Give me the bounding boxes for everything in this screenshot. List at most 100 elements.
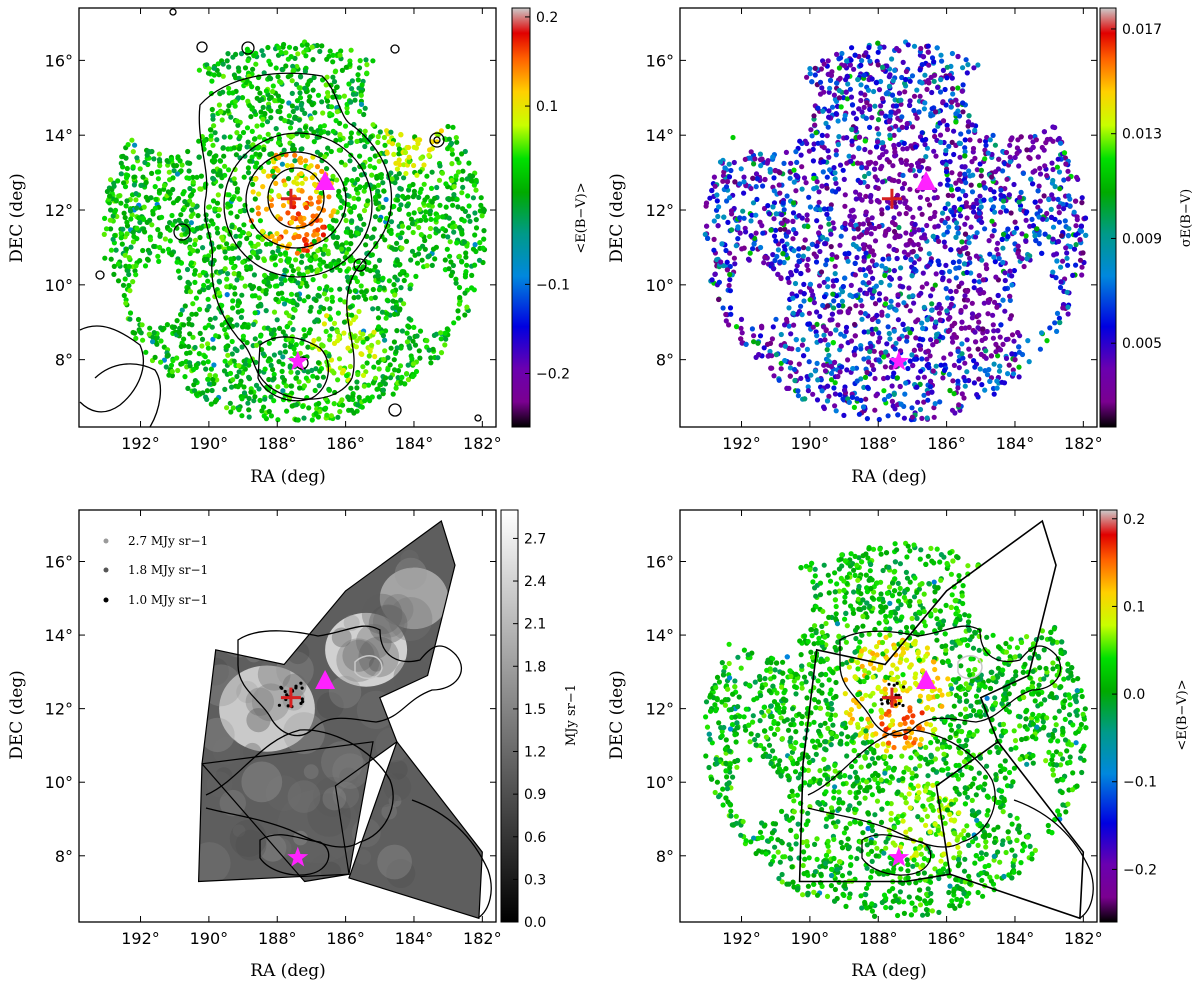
data-point <box>973 253 980 259</box>
data-point <box>226 103 232 109</box>
data-point <box>932 401 938 407</box>
data-point <box>993 349 999 355</box>
data-point <box>438 336 444 342</box>
data-point <box>886 118 892 125</box>
data-point <box>265 173 271 179</box>
data-point <box>356 308 362 315</box>
data-point <box>844 367 850 373</box>
data-point <box>237 196 243 202</box>
data-point <box>184 350 190 356</box>
data-point <box>793 188 799 194</box>
data-point <box>826 393 832 399</box>
data-point <box>384 297 390 303</box>
data-point <box>357 185 363 191</box>
data-point <box>218 109 224 115</box>
data-point <box>377 217 383 223</box>
data-point <box>459 229 465 236</box>
data-point <box>413 145 419 151</box>
data-point <box>111 271 117 277</box>
data-point <box>240 333 246 339</box>
data-point <box>334 177 340 183</box>
data-point <box>293 342 299 348</box>
data-point <box>261 168 267 174</box>
data-point <box>185 385 191 391</box>
data-point <box>953 180 959 186</box>
data-point <box>1042 163 1048 169</box>
data-point <box>1006 362 1012 368</box>
data-point <box>462 274 468 280</box>
data-point <box>262 234 268 240</box>
data-point <box>120 153 126 159</box>
data-point <box>259 228 266 234</box>
data-point <box>741 179 747 185</box>
data-point <box>882 301 889 307</box>
data-point <box>174 318 180 324</box>
data-point <box>826 352 832 358</box>
data-point <box>853 125 859 131</box>
data-point <box>815 377 821 383</box>
data-point <box>213 397 220 403</box>
data-point <box>982 387 988 393</box>
data-point <box>962 304 969 310</box>
data-point <box>1009 332 1016 338</box>
data-point <box>748 149 754 155</box>
data-point <box>876 357 882 363</box>
data-point <box>202 354 208 360</box>
data-point <box>932 72 938 78</box>
data-point <box>981 180 987 186</box>
data-point <box>158 325 164 331</box>
data-point <box>362 105 368 111</box>
data-point <box>836 95 843 101</box>
data-point <box>327 306 333 312</box>
data-point <box>237 208 243 214</box>
data-point <box>925 166 931 172</box>
data-point <box>955 230 961 236</box>
data-point <box>969 311 976 317</box>
data-point <box>883 91 889 97</box>
data-point <box>320 374 326 380</box>
data-point <box>753 212 759 218</box>
data-point <box>1062 218 1068 224</box>
data-point <box>245 324 251 330</box>
data-point <box>814 309 820 315</box>
data-point <box>1046 196 1052 203</box>
data-point <box>833 152 839 158</box>
data-point <box>234 373 240 380</box>
data-point <box>896 233 902 240</box>
data-point <box>315 360 322 366</box>
data-point <box>727 195 733 201</box>
data-point <box>336 188 342 194</box>
data-point <box>375 188 381 194</box>
data-point <box>286 44 293 50</box>
data-point <box>197 234 203 241</box>
data-point <box>751 161 757 167</box>
data-point <box>429 199 435 205</box>
data-point <box>932 282 938 288</box>
data-point <box>986 299 992 305</box>
data-point <box>175 268 182 274</box>
data-point <box>343 143 349 149</box>
data-point <box>878 350 884 356</box>
colorbar-tick-label: 0.2 <box>536 10 558 26</box>
data-point <box>782 358 788 364</box>
data-point <box>224 241 230 247</box>
data-point <box>967 255 973 261</box>
data-point <box>395 375 401 381</box>
data-point <box>227 360 233 366</box>
data-point <box>140 337 146 343</box>
data-point <box>144 219 150 225</box>
data-point <box>360 331 366 337</box>
data-point <box>351 334 357 340</box>
data-point <box>296 117 302 123</box>
data-point <box>922 141 928 148</box>
data-point <box>448 272 454 279</box>
data-point <box>858 397 864 403</box>
data-point <box>319 342 325 348</box>
data-point <box>108 247 114 253</box>
data-point <box>901 249 908 255</box>
data-point <box>118 235 124 241</box>
data-point <box>898 97 904 103</box>
data-point <box>290 133 296 139</box>
data-point <box>982 156 988 162</box>
data-point <box>382 337 388 343</box>
